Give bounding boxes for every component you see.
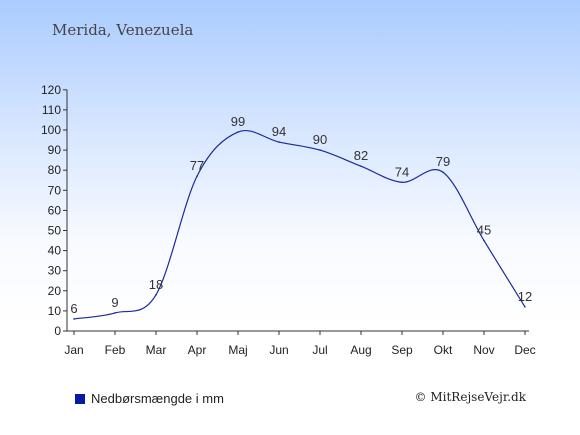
legend-swatch xyxy=(75,393,85,404)
x-tick-label: Apr xyxy=(188,343,207,357)
data-label: 99 xyxy=(231,114,245,129)
y-tick-label: 10 xyxy=(48,304,62,318)
y-tick-label: 30 xyxy=(48,264,62,278)
y-tick-label: 0 xyxy=(54,324,61,338)
data-point xyxy=(319,149,321,151)
data-label: 90 xyxy=(313,132,327,147)
data-label: 12 xyxy=(518,289,532,304)
data-label: 77 xyxy=(190,158,204,173)
y-tick-label: 50 xyxy=(48,224,62,238)
x-tick-label: Maj xyxy=(228,343,247,357)
x-tick-label: Dec xyxy=(514,343,535,357)
y-tick-label: 60 xyxy=(48,203,62,217)
data-point xyxy=(524,306,526,308)
series-line xyxy=(73,130,526,320)
y-tick-label: 90 xyxy=(48,143,62,157)
data-label: 6 xyxy=(70,301,77,316)
legend-label: Nedbørsmængde i mm xyxy=(91,391,224,406)
data-point xyxy=(196,175,198,178)
data-label: 18 xyxy=(149,277,163,292)
x-tick-label: Nov xyxy=(473,343,494,357)
x-tick-label: Mar xyxy=(146,343,167,357)
copyright-text: © MitRejseVejr.dk xyxy=(414,390,526,404)
data-point xyxy=(237,131,239,133)
data-label: 45 xyxy=(477,223,491,238)
x-tick-label: Jul xyxy=(312,343,327,357)
x-tick-label: Jan xyxy=(64,343,83,357)
y-tick-label: 100 xyxy=(41,123,61,137)
data-point xyxy=(401,181,403,184)
data-point xyxy=(360,165,362,167)
data-point xyxy=(483,239,485,242)
data-label: 9 xyxy=(111,295,118,310)
chart-location-title: Merida, Venezuela xyxy=(52,21,194,39)
data-label: 79 xyxy=(436,154,450,169)
data-label: 82 xyxy=(354,148,368,163)
x-tick-label: Okt xyxy=(434,343,453,357)
data-point xyxy=(73,318,75,320)
data-point xyxy=(278,141,280,143)
x-tick-label: Aug xyxy=(350,343,371,357)
y-tick-label: 20 xyxy=(48,284,62,298)
data-label: 94 xyxy=(272,124,286,139)
y-tick-label: 110 xyxy=(42,103,61,117)
y-tick-label: 40 xyxy=(48,244,62,258)
legend: Nedbørsmængde i mm xyxy=(75,391,224,406)
data-point xyxy=(442,171,444,174)
data-point xyxy=(114,312,116,314)
data-point xyxy=(155,294,157,296)
x-tick-label: Jun xyxy=(269,343,288,357)
y-tick-label: 120 xyxy=(41,83,61,97)
y-tick-label: 80 xyxy=(48,163,62,177)
x-tick-label: Sep xyxy=(391,343,413,357)
x-tick-label: Feb xyxy=(105,343,126,357)
data-label: 74 xyxy=(395,164,409,179)
y-tick-label: 70 xyxy=(48,183,62,197)
